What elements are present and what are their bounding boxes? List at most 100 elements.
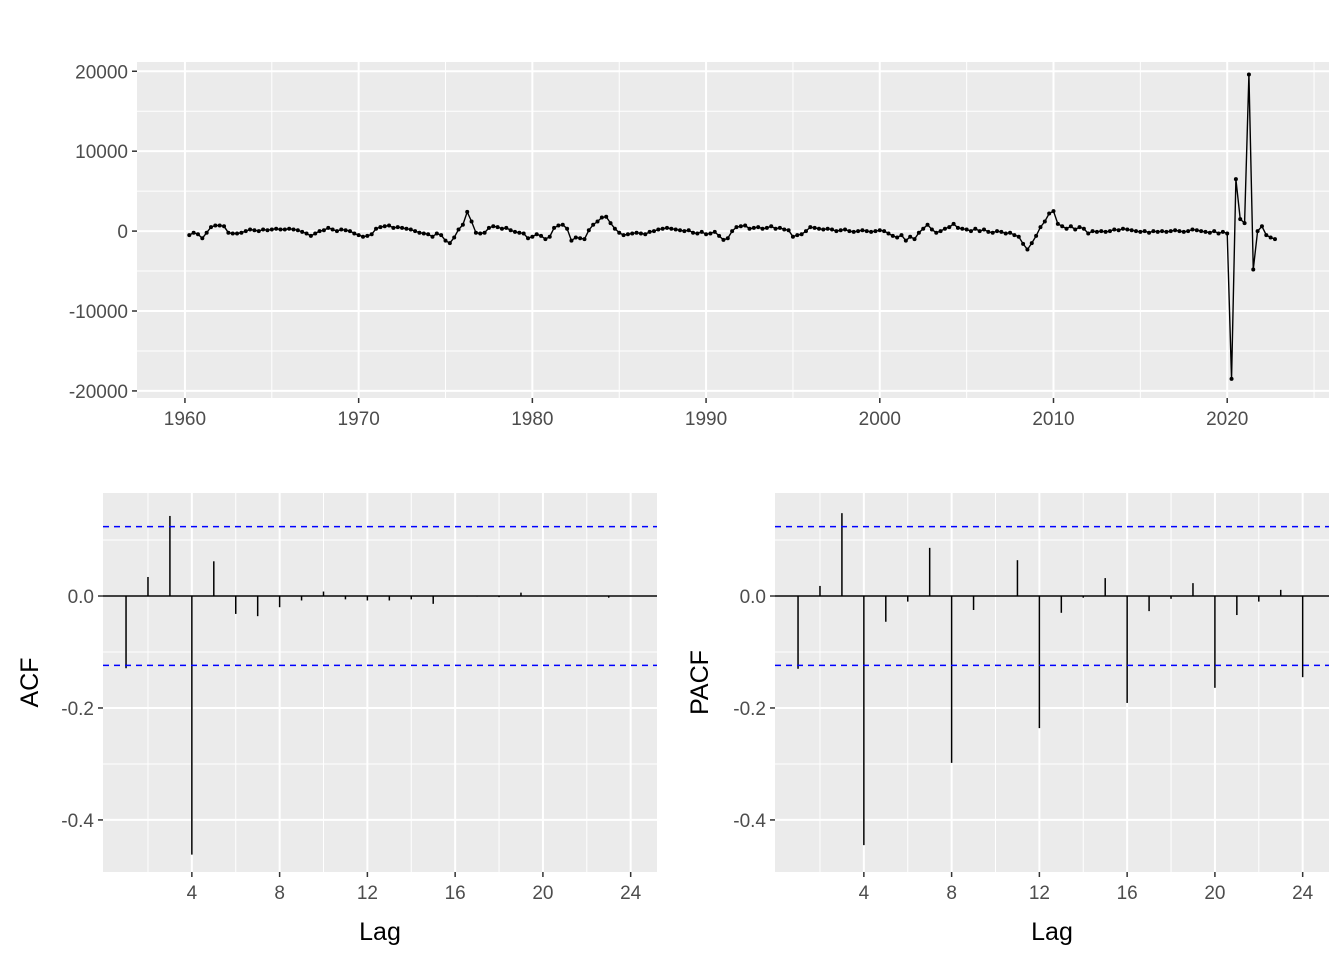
data-point <box>704 232 709 237</box>
data-point <box>447 241 452 246</box>
data-point <box>834 229 839 234</box>
x-tick-label: 20 <box>532 883 553 904</box>
x-tick-label: 1960 <box>164 409 206 430</box>
data-point <box>512 229 517 234</box>
data-point <box>782 227 787 232</box>
data-point <box>995 229 1000 234</box>
data-point <box>1120 226 1125 231</box>
data-point <box>699 229 704 234</box>
data-point <box>282 227 287 232</box>
x-tick-label: 2010 <box>1032 409 1074 430</box>
data-point <box>491 224 496 229</box>
data-point <box>369 232 374 237</box>
data-point <box>877 228 882 233</box>
data-point <box>1107 229 1112 234</box>
data-point <box>387 223 392 228</box>
data-point <box>334 229 339 234</box>
y-tick-label: -0.4 <box>61 811 94 832</box>
y-tick-label: -0.2 <box>61 699 94 720</box>
data-point <box>808 225 813 230</box>
y-tick-label: 10000 <box>75 142 128 163</box>
data-point <box>313 231 318 236</box>
data-point <box>1242 221 1247 226</box>
data-point <box>1081 226 1086 231</box>
data-point <box>226 230 231 235</box>
data-point <box>300 229 305 234</box>
x-tick-label: 16 <box>1117 883 1138 904</box>
data-point <box>582 237 587 242</box>
pacf-panel: 4 8 12 16 20 24 -0.4 -0.2 0.0 Lag PACF <box>686 493 1329 946</box>
data-point <box>903 238 908 243</box>
data-point <box>1160 229 1165 234</box>
y-tick-label: -20000 <box>69 382 128 403</box>
data-point <box>365 233 370 238</box>
data-point <box>599 215 604 220</box>
data-point <box>1008 230 1013 235</box>
data-point <box>964 227 969 232</box>
data-point <box>612 226 617 231</box>
data-point <box>222 224 227 229</box>
data-point <box>1094 229 1099 234</box>
data-point <box>1034 233 1039 238</box>
data-point <box>747 226 752 231</box>
data-point <box>187 233 192 238</box>
data-point <box>578 236 583 241</box>
data-point <box>869 229 874 234</box>
data-point <box>1151 229 1156 234</box>
data-point <box>1142 229 1147 234</box>
data-point <box>274 226 279 231</box>
data-point <box>860 228 865 233</box>
data-point <box>478 231 483 236</box>
data-point <box>1203 229 1208 234</box>
data-point <box>669 226 674 231</box>
data-point <box>404 226 409 231</box>
data-point <box>621 233 626 238</box>
x-tick-label: 4 <box>859 883 870 904</box>
data-point <box>191 230 196 235</box>
data-point <box>856 229 861 234</box>
data-point <box>608 221 613 226</box>
data-point <box>1138 229 1143 234</box>
data-point <box>1207 230 1212 235</box>
data-point <box>1186 229 1191 234</box>
data-point <box>1103 229 1108 234</box>
data-point <box>660 226 665 231</box>
data-point <box>1168 229 1173 234</box>
data-point <box>899 233 904 238</box>
data-point <box>508 228 513 233</box>
data-point <box>617 230 622 235</box>
data-point <box>895 235 900 240</box>
data-point <box>712 229 717 234</box>
data-point <box>1021 241 1026 246</box>
data-point <box>1073 227 1078 232</box>
data-point <box>408 227 413 232</box>
data-point <box>604 214 609 219</box>
data-point <box>1220 229 1225 234</box>
data-point <box>643 232 648 237</box>
data-point <box>921 226 926 231</box>
data-point <box>565 226 570 231</box>
data-point <box>1229 376 1234 381</box>
data-point <box>1177 229 1182 234</box>
data-point <box>530 234 535 239</box>
data-point <box>912 237 917 242</box>
data-point <box>1086 231 1091 236</box>
data-point <box>938 229 943 234</box>
y-axis-title: PACF <box>686 650 714 715</box>
data-point <box>734 225 739 230</box>
x-tick-label: 2020 <box>1206 409 1248 430</box>
y-tick-label: -10000 <box>69 302 128 323</box>
data-point <box>1268 235 1273 240</box>
data-point <box>847 229 852 234</box>
data-point <box>569 238 574 243</box>
y-tick-label: -0.2 <box>733 699 766 720</box>
data-point <box>1134 229 1139 234</box>
data-point <box>556 223 561 228</box>
data-point <box>968 229 973 234</box>
data-point <box>664 225 669 230</box>
data-point <box>977 229 982 234</box>
data-point <box>204 230 209 235</box>
data-point <box>252 228 257 233</box>
data-point <box>864 229 869 234</box>
